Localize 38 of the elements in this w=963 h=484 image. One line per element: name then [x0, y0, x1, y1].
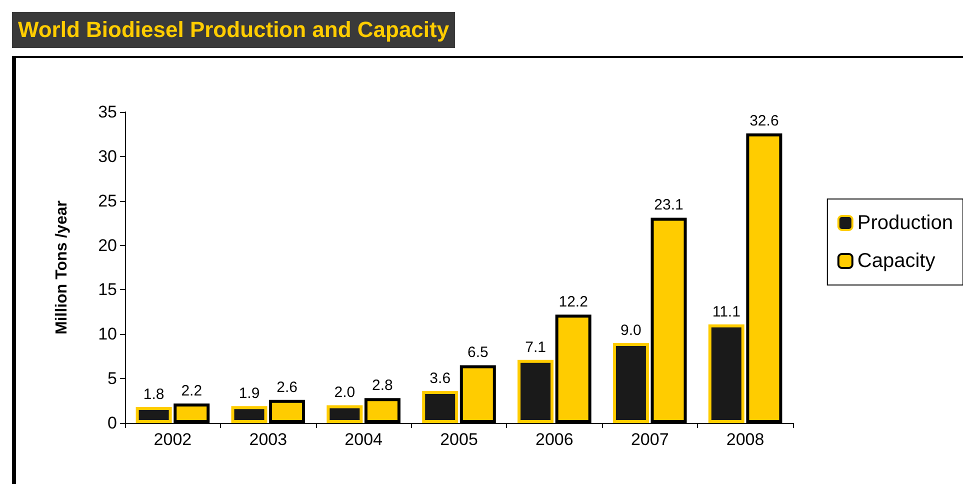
data-label: 1.9: [238, 385, 260, 402]
x-tick-label: 2004: [344, 430, 382, 449]
data-label: 3.6: [430, 370, 451, 388]
data-label: 1.8: [143, 386, 164, 404]
y-tick-label: 35: [98, 102, 117, 122]
y-tick-label: 25: [98, 191, 117, 210]
data-label: 2.6: [276, 378, 298, 396]
data-label: 9.0: [620, 322, 642, 340]
bar: [231, 406, 268, 423]
y-tick-label: 10: [98, 324, 117, 344]
x-tick-label: 2003: [249, 430, 288, 449]
data-label: 7.1: [525, 338, 546, 356]
y-axis-title: Million Tons /year: [54, 200, 70, 334]
data-label: 2.2: [181, 382, 202, 400]
data-label: 12.2: [558, 294, 588, 311]
y-tick-label: 20: [98, 236, 117, 255]
data-label: 2.8: [372, 377, 393, 394]
data-label: 11.1: [712, 303, 740, 320]
chart-title: World Biodiesel Production and Capacity: [12, 12, 456, 48]
data-label: 32.6: [750, 112, 779, 130]
legend-label: Production: [857, 212, 954, 234]
bar: [326, 405, 363, 423]
y-tick-label: 15: [98, 280, 117, 300]
data-label: 2.0: [334, 384, 356, 402]
y-tick-label: 30: [98, 146, 117, 166]
x-tick-label: 2005: [440, 430, 478, 449]
legend-label: Capacity: [857, 250, 936, 272]
x-tick-label: 2006: [536, 430, 574, 449]
x-tick-label: 2002: [154, 430, 192, 449]
y-tick-label: 5: [108, 369, 117, 388]
data-label: 23.1: [654, 196, 684, 214]
x-tick-label: 2007: [630, 430, 669, 449]
bar: [518, 360, 554, 423]
x-tick-label: 2008: [726, 430, 764, 449]
data-label: 6.5: [467, 344, 488, 362]
bar: [422, 391, 458, 423]
bar: [612, 343, 649, 423]
y-tick-label: 0: [108, 414, 117, 432]
